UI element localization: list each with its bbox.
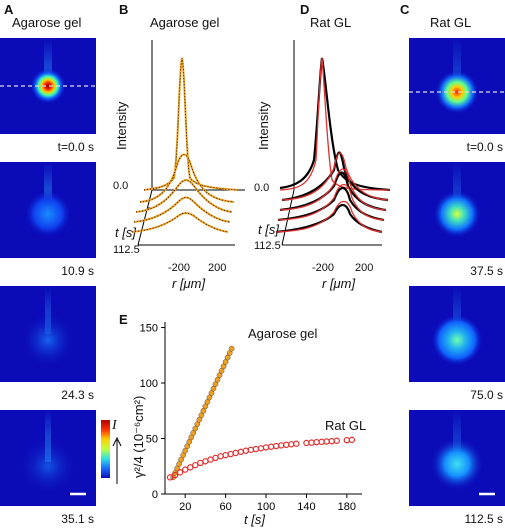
ratgl-frame-2 (409, 286, 505, 382)
rat-point (242, 447, 250, 454)
series-label-rat: Rat GL (325, 418, 367, 433)
ratgl-frame-1 (409, 162, 505, 258)
panel-d-t0: 0.0 (254, 182, 270, 194)
panel-b-waterfall (131, 40, 245, 246)
panel-a-title: Agarose gel (12, 15, 82, 30)
panel-b-tlabel: t [s] (115, 225, 136, 240)
rat-point (232, 449, 239, 457)
rat-point (348, 436, 356, 444)
rat-point (187, 464, 194, 471)
rat-point (227, 450, 234, 458)
panel-c-label: C (400, 2, 410, 17)
panel-b-title: Agarose gel (150, 15, 220, 30)
rat-point (212, 454, 219, 462)
b-curve-3 (133, 196, 231, 223)
agarose-frame-1 (0, 162, 96, 258)
rat-point (267, 443, 275, 450)
rat-point (222, 451, 229, 459)
rat-point (217, 453, 224, 460)
rat-point (192, 461, 199, 469)
rat-point (303, 439, 310, 447)
rat-point (247, 446, 255, 454)
x-tick-label: 20 (179, 501, 191, 513)
rat-point (252, 445, 260, 453)
agarose-point (228, 345, 235, 352)
panel-b-xtick-0: -200 (168, 262, 191, 274)
panel-d-tend: 112.5 (254, 240, 281, 252)
panel-d-label: D (300, 2, 310, 17)
panel-a-label: A (4, 2, 14, 17)
x-tick-label: 180 (338, 501, 356, 513)
panel-d-xlabel: r [μm] (322, 276, 356, 291)
panel-b-t0: 0.0 (113, 180, 129, 192)
x-tick-label: 140 (297, 501, 315, 513)
ratgl-time-1: 37.5 s (470, 264, 503, 278)
rat-point (323, 438, 330, 445)
rat-point (308, 439, 315, 446)
agarose-time-3: 35.1 s (61, 512, 94, 526)
panel-e-label: E (119, 312, 128, 327)
panel-d-waterfall (275, 40, 391, 246)
rat-point (171, 471, 179, 479)
x-tick-label: 60 (219, 501, 231, 513)
chart-xlabel: t [s] (244, 512, 265, 527)
agarose-frame-2 (0, 286, 96, 382)
panel-d-xtick-1: 200 (355, 262, 374, 274)
y-tick-label: 150 (140, 323, 158, 335)
y-tick-label: 100 (140, 378, 158, 390)
rat-point (288, 441, 295, 448)
rat-point (197, 459, 204, 467)
panel-d-xtick-0: -200 (312, 262, 335, 274)
rat-point (237, 448, 244, 456)
rat-point (318, 438, 325, 446)
rat-point (257, 445, 265, 452)
rat-point (272, 442, 280, 450)
rat-point (202, 458, 209, 465)
rat-point (293, 440, 300, 447)
panel-b-label: B (119, 2, 129, 17)
rat-point (277, 442, 285, 449)
agarose-time-0: t=0.0 s (57, 140, 94, 154)
ratgl-frame-0 (409, 38, 505, 134)
x-tick-label: 100 (257, 501, 275, 513)
agarose-time-2: 24.3 s (61, 388, 94, 402)
ratgl-time-3: 112.5 s (464, 512, 503, 526)
rat-point (328, 437, 335, 445)
b-curve-2 (135, 179, 233, 213)
rat-point (262, 444, 270, 451)
rat-point (313, 438, 320, 446)
colorbar-label: I (112, 418, 117, 433)
colorbar (101, 420, 110, 478)
panel-c-title: Rat GL (430, 15, 472, 30)
rat-point (182, 466, 189, 473)
rat-point (343, 436, 351, 444)
y-tick-label: 50 (146, 434, 158, 446)
ratgl-time-2: 75.0 s (470, 388, 503, 402)
panel-d-tlabel: t [s] (258, 222, 279, 237)
agarose-frame-0 (0, 38, 96, 134)
panel-b-xlabel: r [μm] (172, 276, 206, 291)
rat-point (207, 456, 214, 463)
panel-b-xtick-1: 200 (208, 262, 227, 274)
colorbar-arrow-icon (112, 436, 122, 484)
agarose-time-1: 10.9 s (61, 264, 94, 278)
ratgl-time-0: t=0.0 s (466, 140, 503, 154)
ratgl-frame-3 (409, 410, 505, 506)
rat-point (166, 474, 174, 481)
panel-b-tend: 112.5 (113, 244, 140, 256)
rat-point (176, 469, 184, 476)
rat-point (333, 437, 340, 444)
rat-point (283, 441, 290, 449)
agarose-frame-3 (0, 410, 96, 506)
series-label-agarose: Agarose gel (248, 326, 318, 341)
y-tick-label: 0 (152, 489, 158, 501)
panel-d-title: Rat GL (310, 15, 352, 30)
